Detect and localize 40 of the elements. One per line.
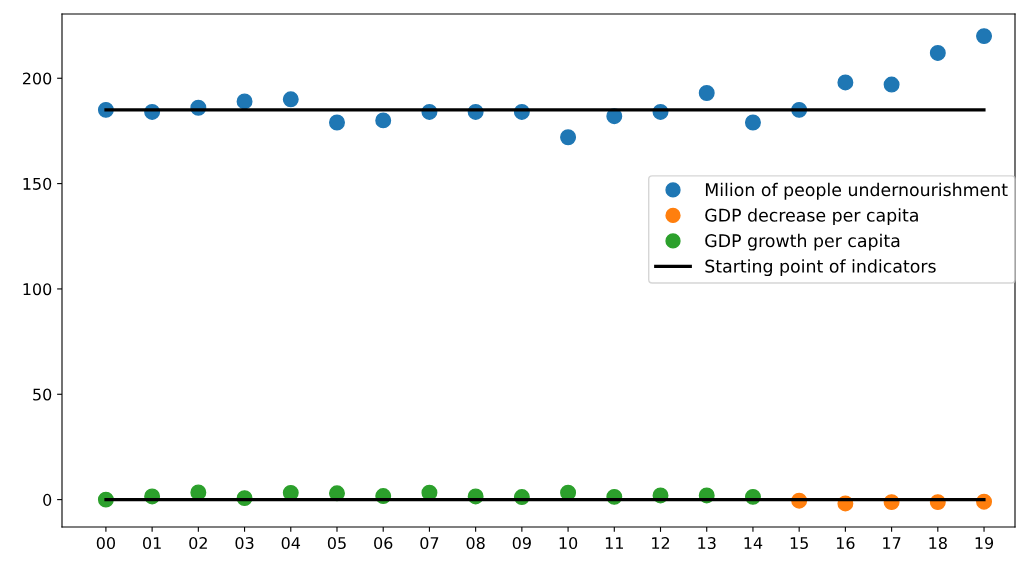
point <box>236 93 253 110</box>
x-tick-label: 11 <box>605 537 623 549</box>
point <box>744 114 761 131</box>
point <box>282 91 299 108</box>
point <box>329 114 345 131</box>
y-tick-label: 200 <box>22 72 52 85</box>
x-tick-label: 01 <box>143 537 161 550</box>
point <box>929 44 946 61</box>
x-tick-label: 13 <box>698 537 716 550</box>
legend-label: GDP decrease per capita <box>705 208 918 226</box>
y-tick-label: 50 <box>33 388 52 401</box>
legend-label: GDP growth per capita <box>705 233 900 251</box>
point <box>698 85 715 101</box>
point <box>976 28 993 45</box>
x-tick-label: 14 <box>744 537 763 549</box>
x-tick-label: 07 <box>420 537 439 550</box>
point <box>883 76 900 93</box>
x-tick-label: 05 <box>327 537 346 550</box>
x-tick-label: 18 <box>929 537 947 550</box>
point <box>375 112 392 129</box>
x-tick-label: 10 <box>559 537 578 550</box>
x-tick-label: 16 <box>836 537 855 550</box>
point <box>837 74 854 91</box>
y-tick-label: 150 <box>23 177 52 190</box>
x-tick-label: 04 <box>281 537 301 550</box>
x-tick-label: 02 <box>189 537 207 550</box>
legend-label: Starting point of indicators <box>705 259 936 277</box>
x-tick-label: 09 <box>512 537 531 550</box>
x-tick-label: 17 <box>883 537 901 549</box>
x-tick-label: 15 <box>790 537 808 550</box>
y-tick-label: 100 <box>23 283 52 296</box>
x-tick-label: 19 <box>975 537 994 550</box>
x-tick-label: 03 <box>235 537 254 550</box>
x-tick-label: 08 <box>466 537 485 550</box>
x-tick-label: 06 <box>374 537 393 550</box>
x-tick-label: 12 <box>652 537 670 549</box>
point <box>560 129 577 146</box>
legend-label: Milion of people undernourishment <box>705 182 1008 200</box>
x-tick-label: 00 <box>96 537 116 550</box>
y-tick-label: 0 <box>43 493 52 506</box>
